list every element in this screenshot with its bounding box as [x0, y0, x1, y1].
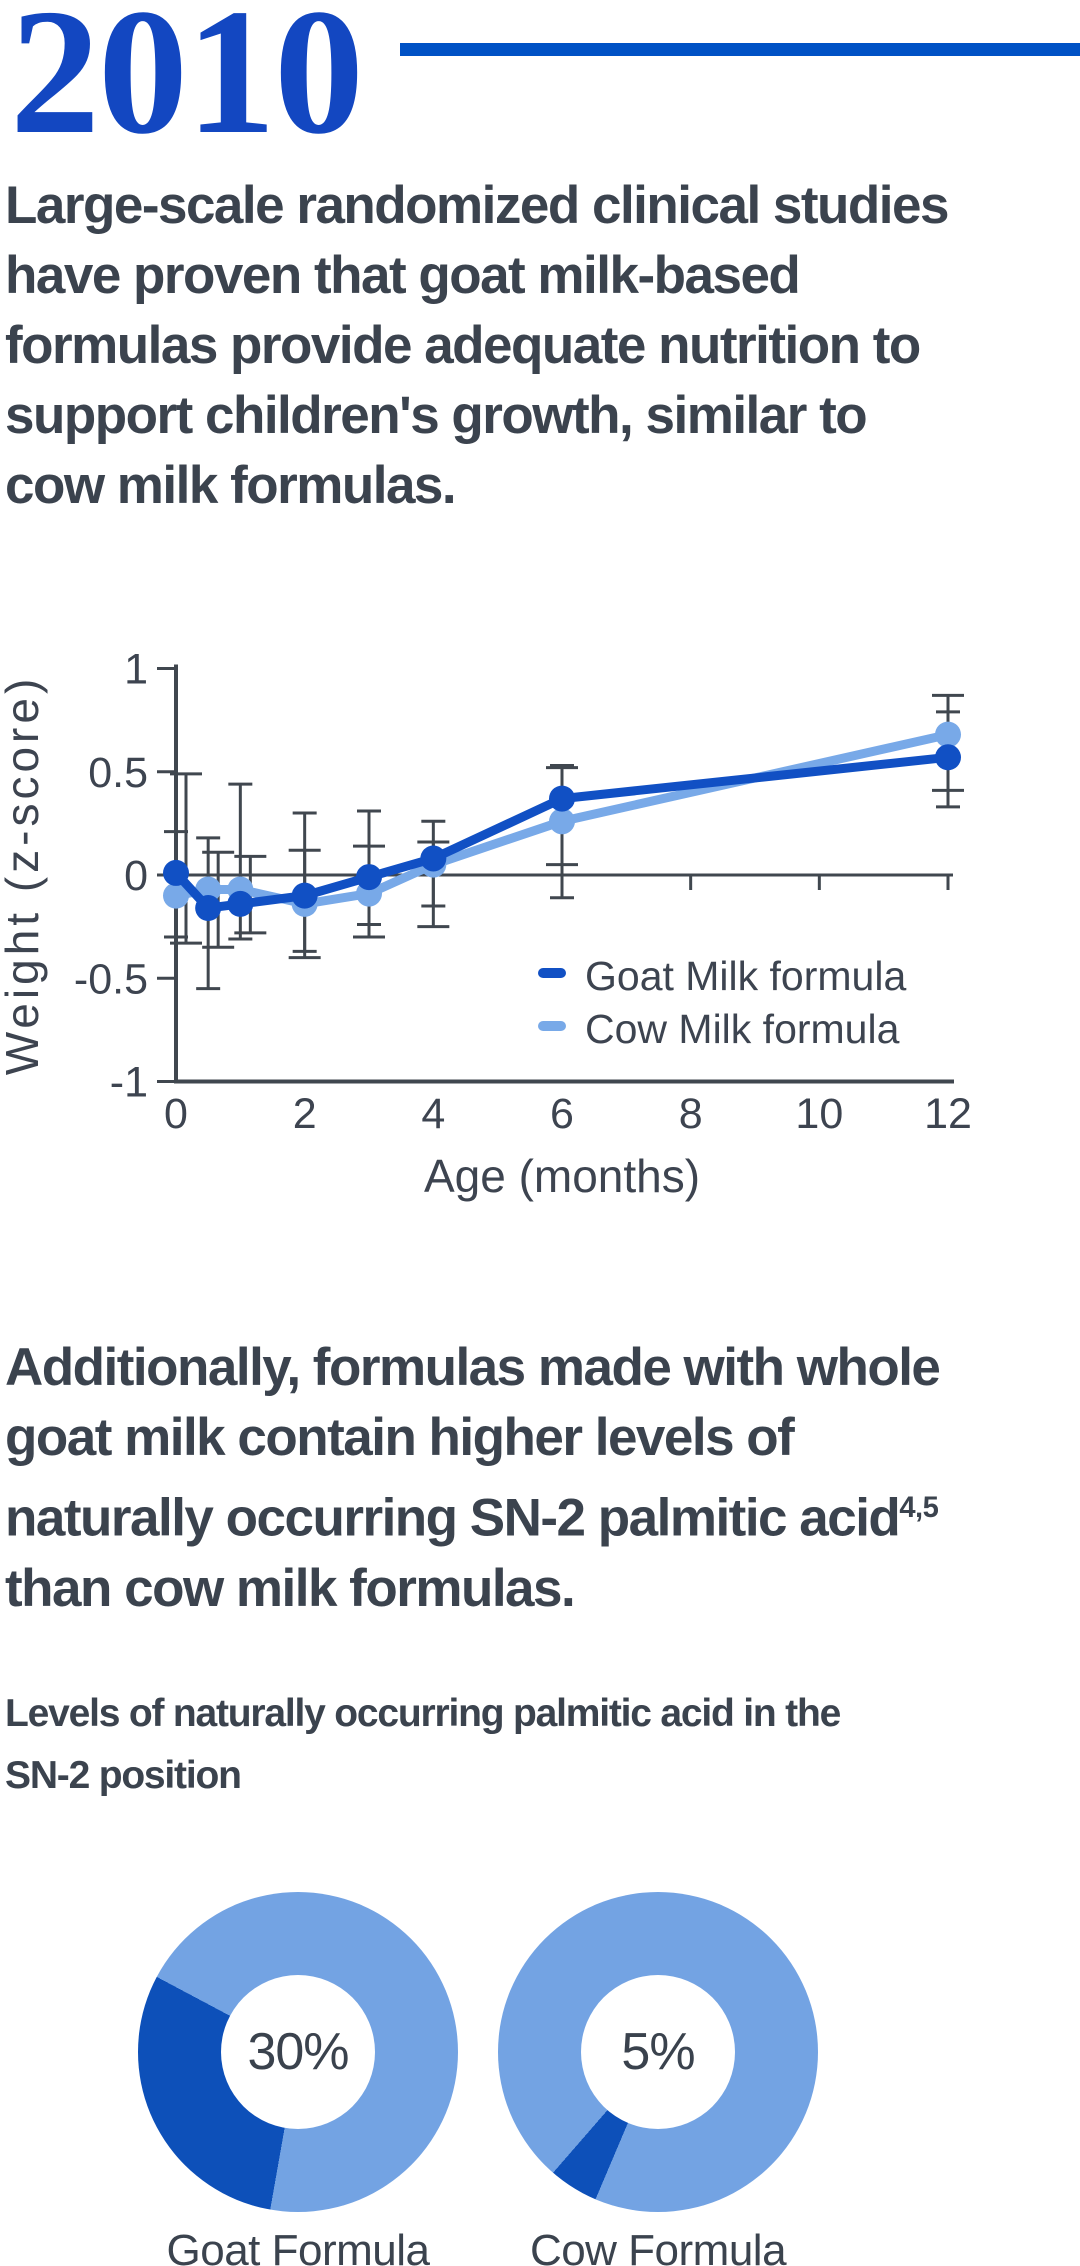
svg-text:10: 10 [795, 1090, 843, 1138]
heading-rule [400, 43, 1080, 56]
svg-text:0: 0 [164, 1090, 188, 1138]
svg-text:2: 2 [293, 1090, 317, 1138]
cow-formula-label: Cow Formula [529, 2226, 787, 2266]
intro-paragraph: Large-scale randomized clinical studies … [5, 176, 949, 515]
svg-text:0: 0 [124, 852, 148, 900]
svg-text:8: 8 [679, 1090, 703, 1138]
svg-text:Cow Milk formula: Cow Milk formula [585, 1006, 900, 1052]
year-heading: 2010 [10, 0, 364, 171]
growth-line-chart: 1 0.5 0 -0.5 -1 0 2 4 6 8 10 12 Age (months) Weight (… [0, 646, 972, 1203]
sn2-paragraph-text-after: than cow milk formulas. [5, 1558, 575, 1618]
cow-formula-donut-block: 5% Cow Formula [498, 1892, 818, 2266]
svg-text:6: 6 [550, 1090, 574, 1138]
svg-text:1: 1 [124, 646, 148, 694]
growth-chart-figure: 1 0.5 0 -0.5 -1 0 2 4 6 8 10 12 Age (months) Weight (… [0, 630, 1080, 1215]
reference-superscript: 4,5 [899, 1492, 939, 1524]
goat-donut-value: 30% [247, 2023, 349, 2081]
svg-text:-0.5: -0.5 [74, 955, 148, 1003]
svg-text:0.5: 0.5 [88, 749, 148, 797]
svg-text:Weight (z-score): Weight (z-score) [0, 675, 48, 1076]
sn2-paragraph-text: Additionally, formulas made with whole g… [5, 1338, 941, 1548]
goat-formula-label: Goat Formula [166, 2226, 430, 2266]
svg-text:4: 4 [421, 1090, 445, 1138]
cow-donut-value: 5% [621, 2023, 695, 2081]
cow-formula-donut-chart: 5% [498, 1892, 818, 2212]
svg-text:12: 12 [924, 1090, 972, 1138]
sn2-paragraph: Additionally, formulas made with whole g… [5, 1333, 941, 1624]
goat-formula-donut-block: 30% Goat Formula [138, 1892, 458, 2266]
goat-formula-donut-chart: 30% [138, 1892, 458, 2212]
svg-text:Goat Milk formula: Goat Milk formula [585, 953, 906, 999]
svg-text:-1: -1 [110, 1059, 148, 1107]
donut-section-subtitle: Levels of naturally occurring palmitic a… [5, 1692, 841, 1797]
goat-donut-hole: 30% [221, 1975, 375, 2129]
svg-text:Age (months): Age (months) [424, 1150, 700, 1202]
cow-donut-hole: 5% [581, 1975, 735, 2129]
